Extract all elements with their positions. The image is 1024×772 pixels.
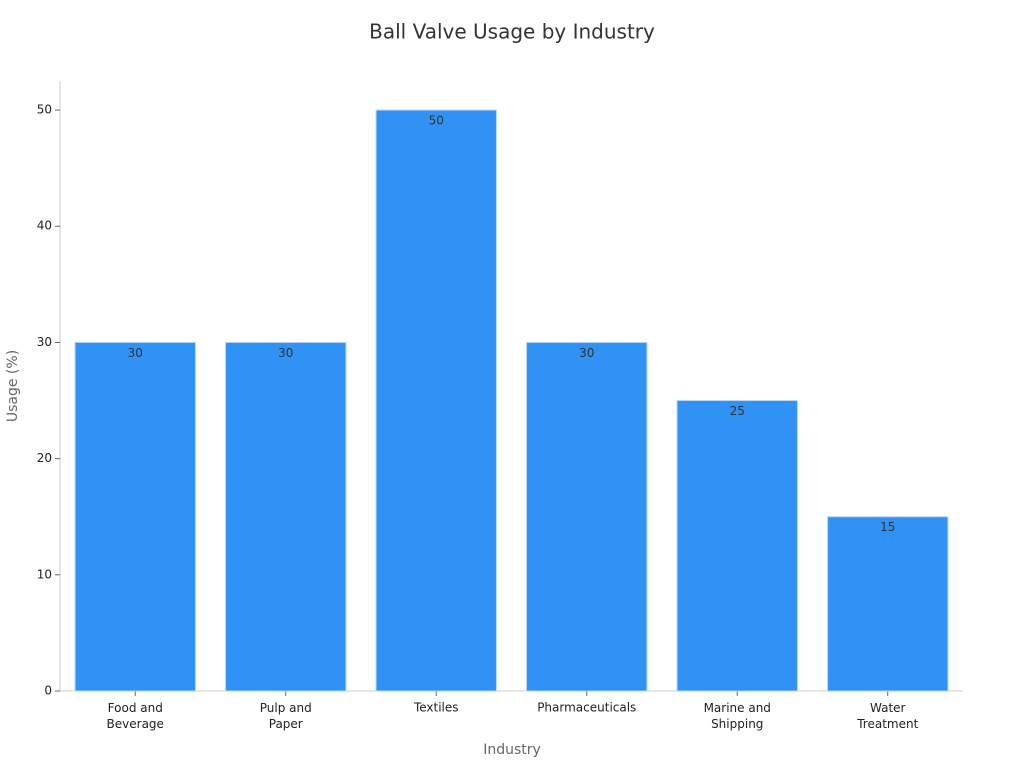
value-label: 30 xyxy=(579,346,594,360)
value-label: 30 xyxy=(278,346,293,360)
y-tick-label: 20 xyxy=(37,451,52,465)
bar xyxy=(676,400,798,692)
y-tick-label: 40 xyxy=(37,219,52,233)
y-tick-label: 50 xyxy=(37,103,52,117)
bar xyxy=(375,109,497,692)
bar xyxy=(827,516,949,692)
chart-title: Ball Valve Usage by Industry xyxy=(369,20,655,44)
value-label: 25 xyxy=(730,404,745,418)
y-axis-label: Usage (%) xyxy=(5,350,21,422)
y-tick-label: 10 xyxy=(37,567,52,581)
x-tick-label: Pulp and Paper xyxy=(260,701,312,731)
bar xyxy=(526,341,648,692)
x-tick-label: Textiles xyxy=(413,701,459,715)
y-tick-label: 30 xyxy=(37,335,52,349)
value-label: 30 xyxy=(128,346,143,360)
value-label: 50 xyxy=(429,114,444,128)
value-label: 15 xyxy=(880,520,895,534)
x-tick-label: Marine and Shipping xyxy=(704,701,771,731)
bar xyxy=(225,341,347,692)
x-tick-label: Water Treatment xyxy=(856,701,918,731)
bar xyxy=(74,341,196,692)
x-tick-label: Pharmaceuticals xyxy=(537,701,636,715)
x-axis-label: Industry xyxy=(483,742,541,758)
y-tick-label: 0 xyxy=(44,684,52,698)
x-tick-label: Food and Beverage xyxy=(107,701,164,731)
